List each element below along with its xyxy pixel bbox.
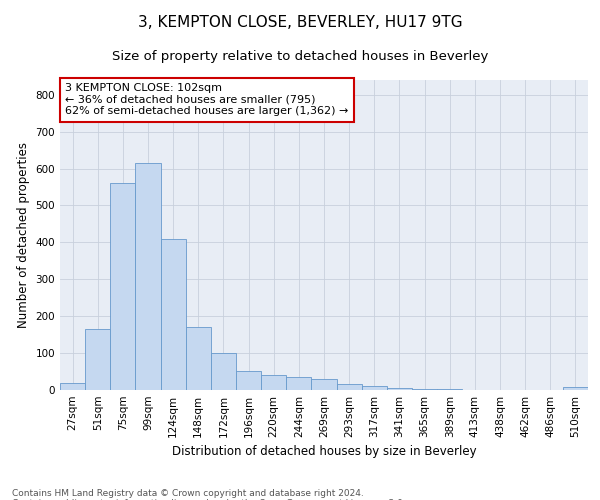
Bar: [261, 375, 286, 390]
X-axis label: Distribution of detached houses by size in Beverley: Distribution of detached houses by size …: [172, 446, 476, 458]
Bar: [412, 388, 437, 390]
Text: 3 KEMPTON CLOSE: 102sqm
← 36% of detached houses are smaller (795)
62% of semi-d: 3 KEMPTON CLOSE: 102sqm ← 36% of detache…: [65, 83, 349, 116]
Text: Contains public sector information licensed under the Open Government Licence v3: Contains public sector information licen…: [12, 498, 406, 500]
Y-axis label: Number of detached properties: Number of detached properties: [17, 142, 30, 328]
Bar: [337, 384, 362, 390]
Bar: [85, 329, 110, 390]
Bar: [286, 377, 311, 390]
Text: 3, KEMPTON CLOSE, BEVERLEY, HU17 9TG: 3, KEMPTON CLOSE, BEVERLEY, HU17 9TG: [137, 15, 463, 30]
Bar: [437, 389, 462, 390]
Bar: [60, 382, 85, 390]
Text: Size of property relative to detached houses in Beverley: Size of property relative to detached ho…: [112, 50, 488, 63]
Bar: [161, 238, 186, 390]
Bar: [211, 353, 236, 390]
Bar: [186, 328, 211, 390]
Bar: [136, 163, 161, 390]
Bar: [362, 386, 387, 390]
Bar: [236, 371, 261, 390]
Bar: [387, 388, 412, 390]
Bar: [563, 388, 588, 390]
Text: Contains HM Land Registry data © Crown copyright and database right 2024.: Contains HM Land Registry data © Crown c…: [12, 488, 364, 498]
Bar: [110, 184, 136, 390]
Bar: [311, 379, 337, 390]
